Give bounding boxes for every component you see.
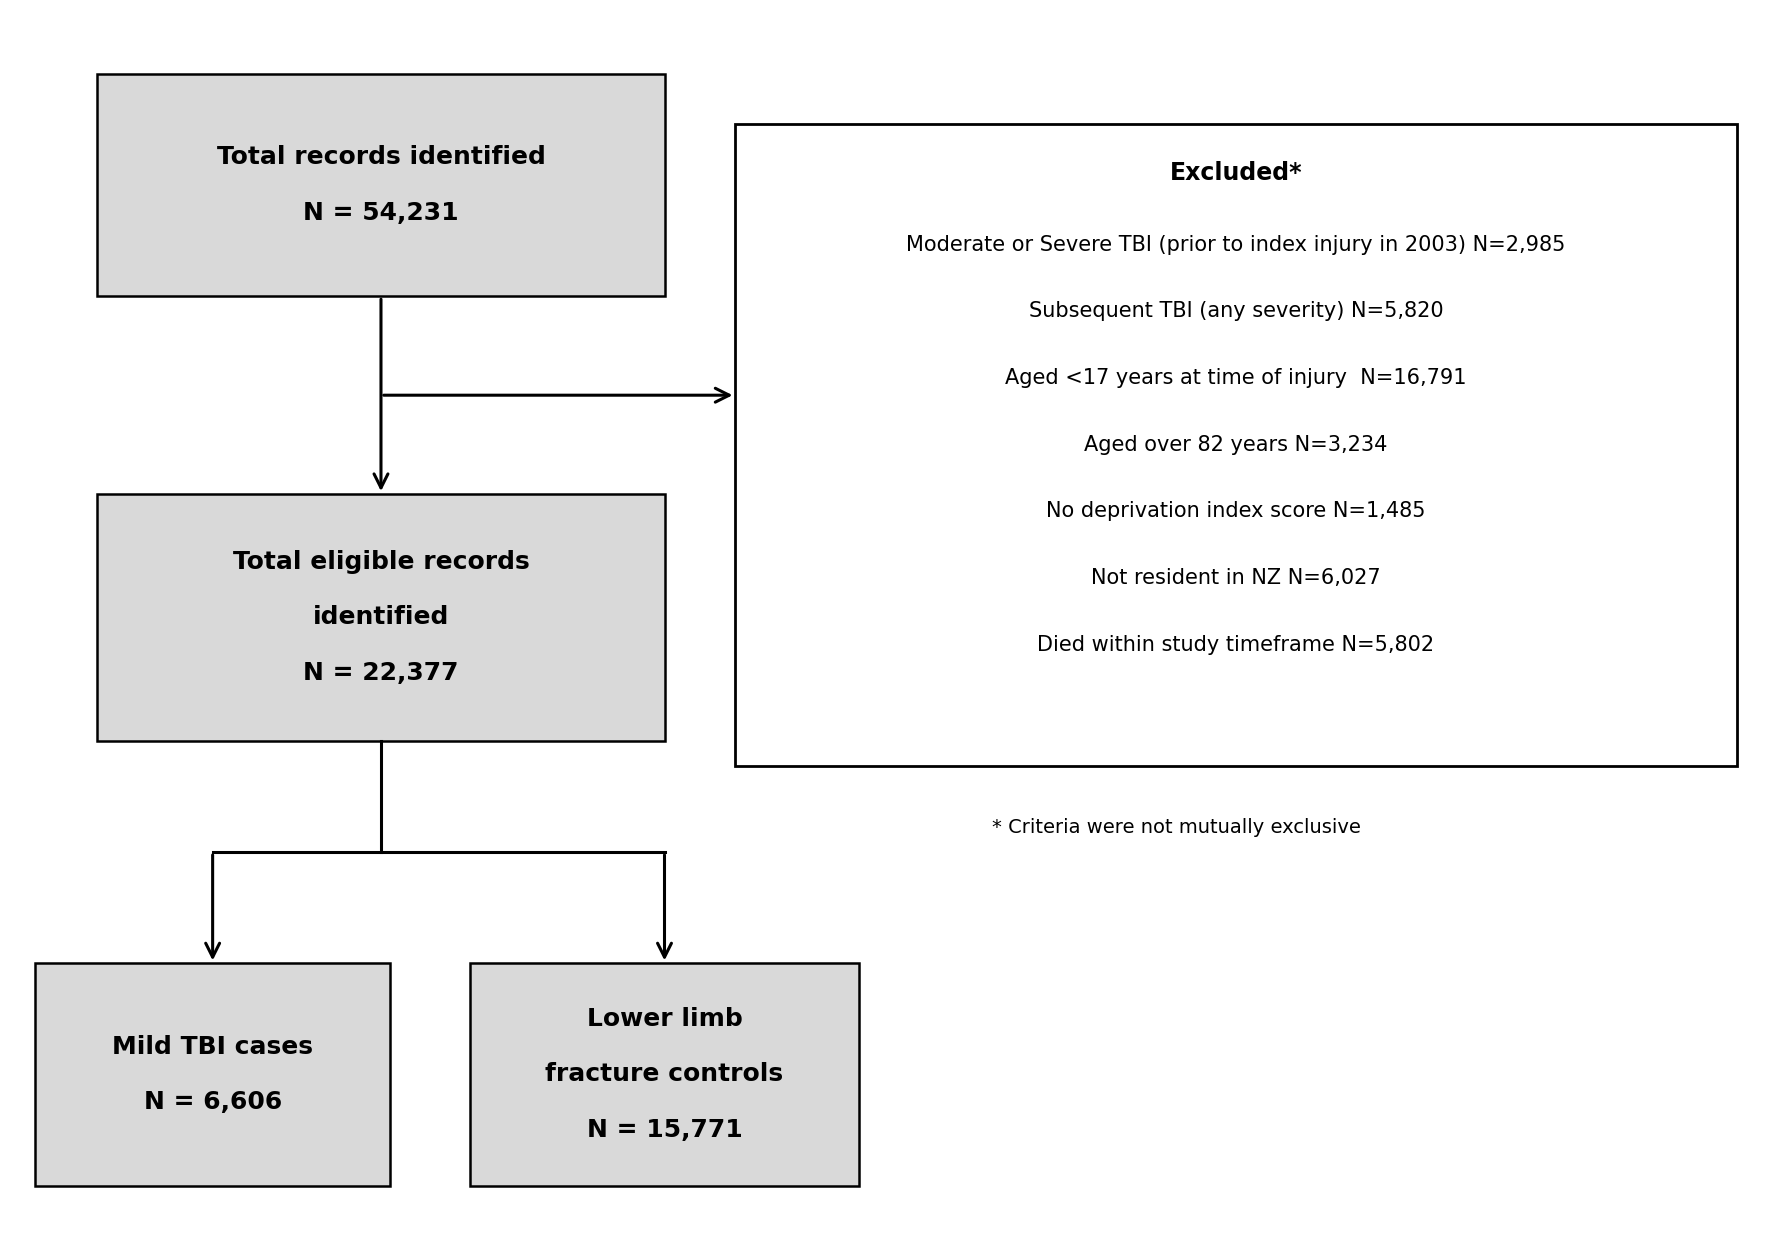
Text: Total records identified: Total records identified xyxy=(216,146,546,169)
Text: Moderate or Severe TBI (prior to index injury in 2003) N=2,985: Moderate or Severe TBI (prior to index i… xyxy=(905,235,1566,254)
Text: N = 6,606: N = 6,606 xyxy=(144,1091,282,1114)
FancyBboxPatch shape xyxy=(97,494,664,741)
Text: N = 54,231: N = 54,231 xyxy=(303,201,459,225)
FancyBboxPatch shape xyxy=(470,963,859,1186)
Text: Not resident in NZ N=6,027: Not resident in NZ N=6,027 xyxy=(1092,568,1380,588)
FancyBboxPatch shape xyxy=(735,124,1737,766)
Text: Lower limb: Lower limb xyxy=(587,1007,742,1031)
FancyBboxPatch shape xyxy=(97,74,664,296)
Text: Died within study timeframe N=5,802: Died within study timeframe N=5,802 xyxy=(1037,635,1435,655)
Text: Aged over 82 years N=3,234: Aged over 82 years N=3,234 xyxy=(1084,435,1387,454)
Text: N = 15,771: N = 15,771 xyxy=(587,1118,742,1142)
Text: Mild TBI cases: Mild TBI cases xyxy=(112,1035,314,1058)
FancyBboxPatch shape xyxy=(35,963,390,1186)
Text: Total eligible records: Total eligible records xyxy=(232,550,530,574)
Text: Subsequent TBI (any severity) N=5,820: Subsequent TBI (any severity) N=5,820 xyxy=(1030,301,1442,321)
Text: * Criteria were not mutually exclusive: * Criteria were not mutually exclusive xyxy=(992,818,1361,837)
Text: Excluded*: Excluded* xyxy=(1170,161,1302,185)
Text: Aged <17 years at time of injury  N=16,791: Aged <17 years at time of injury N=16,79… xyxy=(1005,368,1467,388)
Text: N = 22,377: N = 22,377 xyxy=(303,661,459,685)
Text: No deprivation index score N=1,485: No deprivation index score N=1,485 xyxy=(1045,501,1426,521)
Text: identified: identified xyxy=(314,605,448,630)
Text: fracture controls: fracture controls xyxy=(546,1062,783,1087)
